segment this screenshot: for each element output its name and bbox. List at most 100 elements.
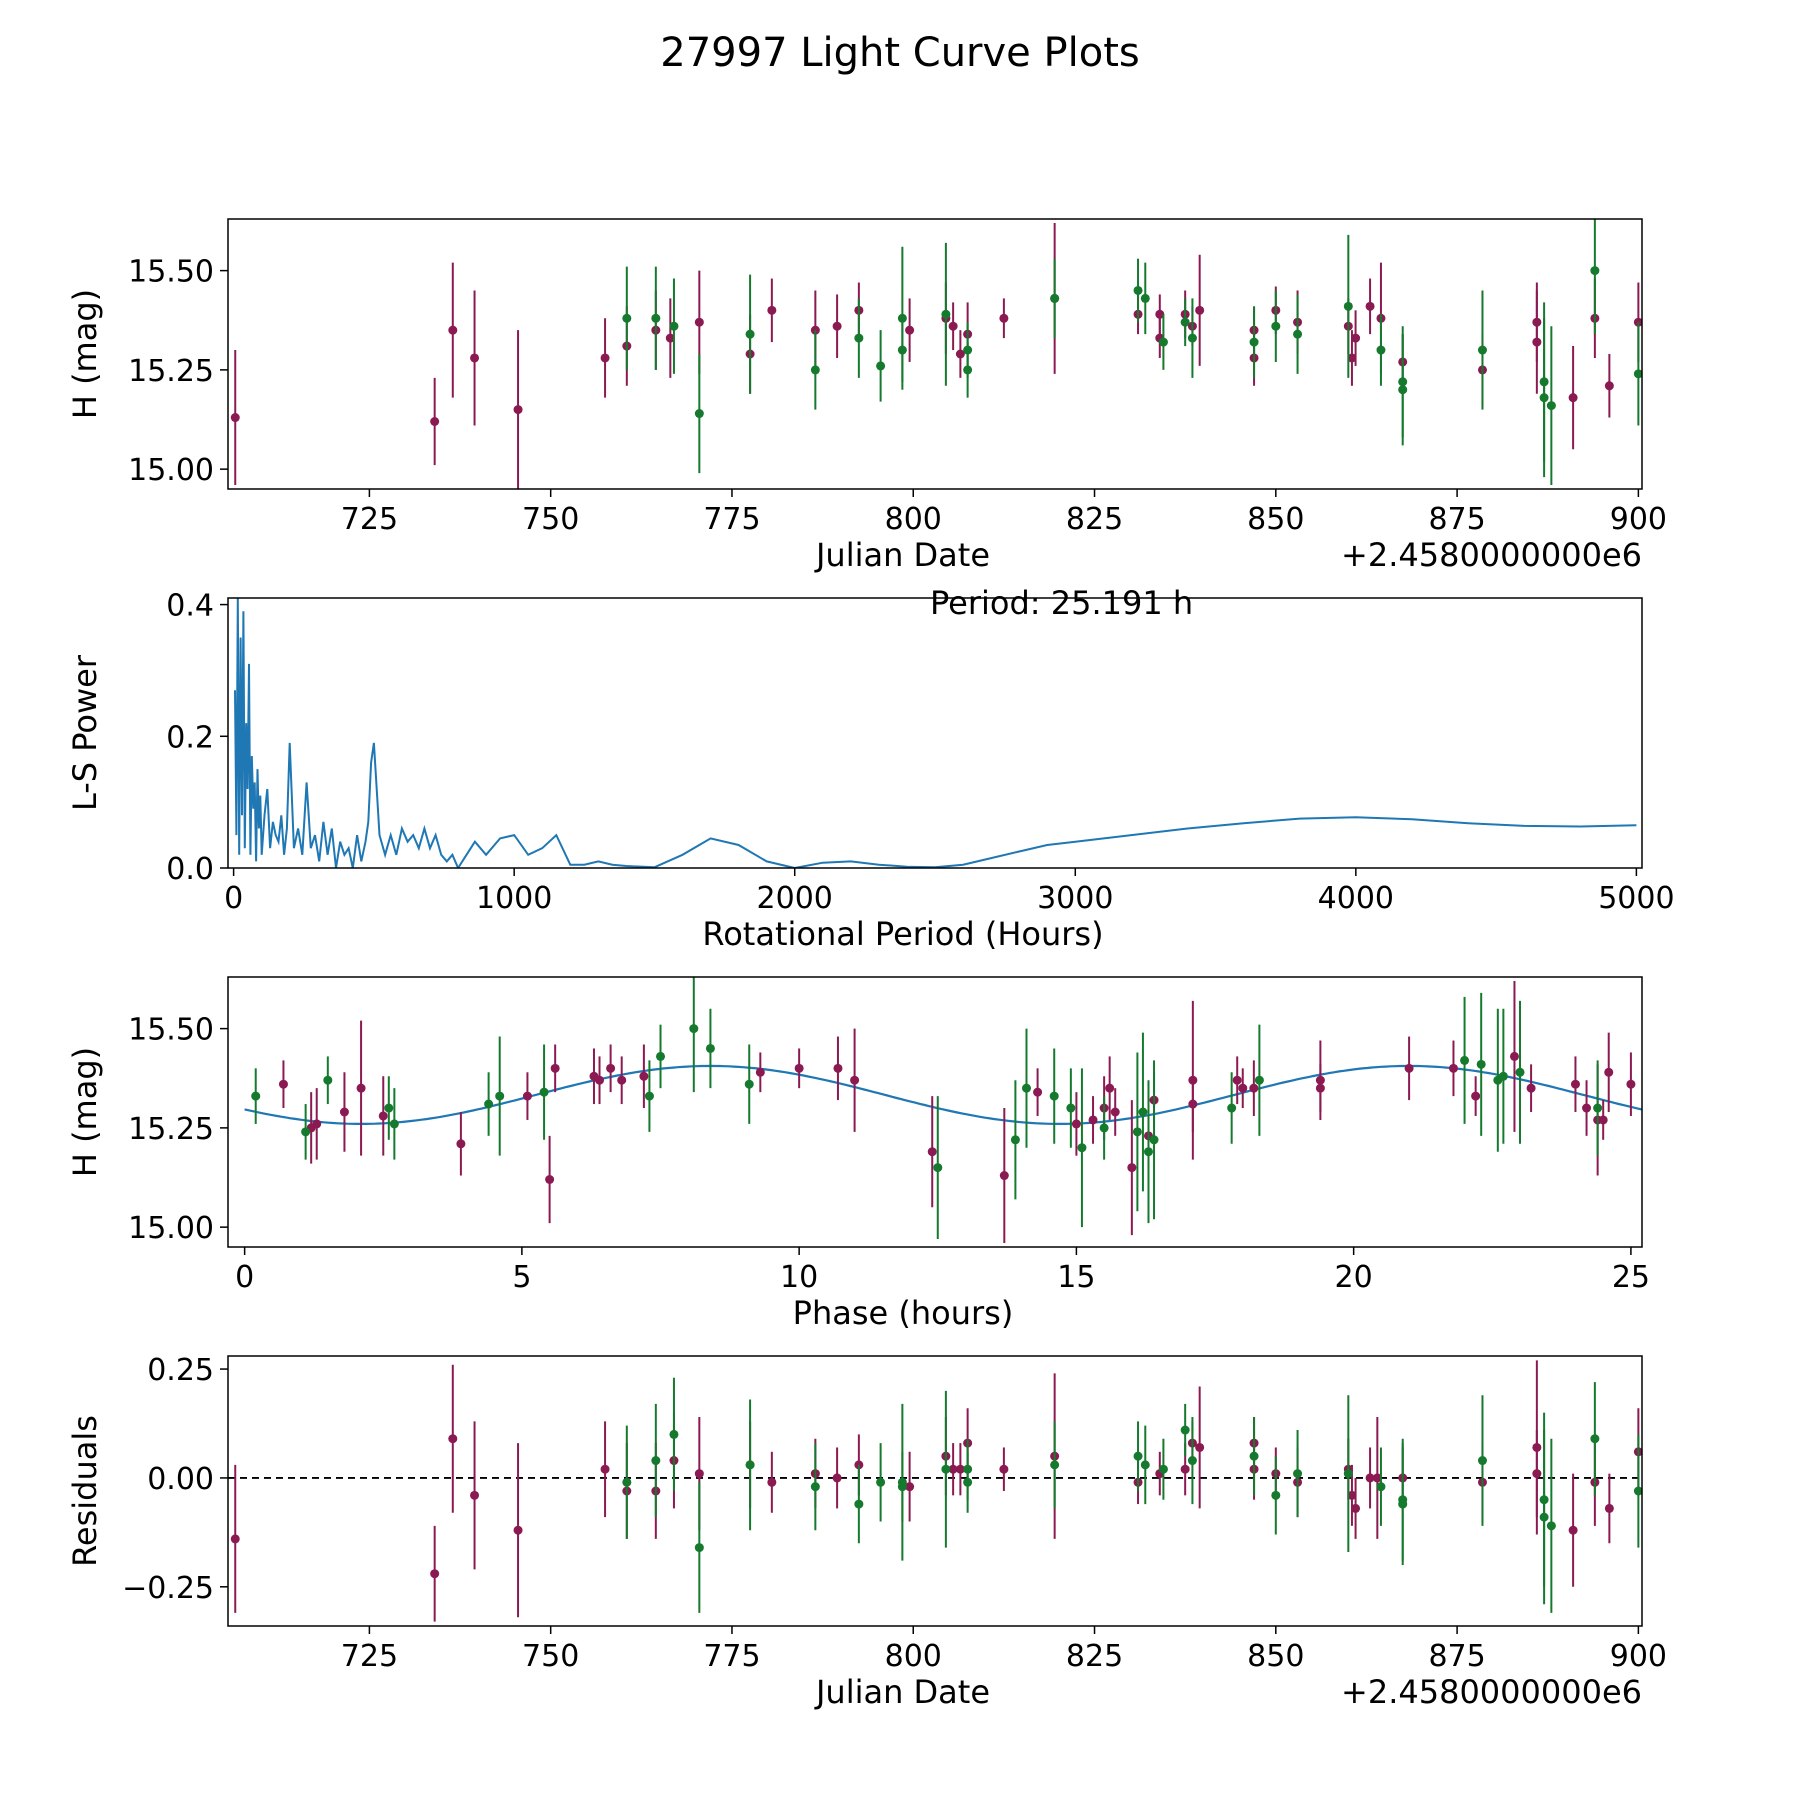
band_a-point (1351, 333, 1361, 343)
band_a-point (794, 1063, 804, 1073)
band_b-point (705, 1043, 715, 1053)
band_a-point (1448, 1063, 1458, 1073)
band_b-point (622, 313, 632, 323)
band_b-point (689, 1024, 699, 1034)
band_b-point (484, 1099, 494, 1109)
band_b-point (854, 333, 864, 343)
residuals-data (228, 1360, 1642, 1622)
band_b-point (1050, 293, 1060, 303)
band_a-point (665, 333, 675, 343)
band_a-point (312, 1119, 322, 1129)
band_b-point (745, 1460, 755, 1470)
x-axis-label: Julian Date (814, 536, 990, 574)
subplot-residuals: 725 750 775 800 825 850 875 900 −0.25 0.00 0.25 Jul… (66, 1353, 1667, 1711)
x-axis-label: Phase (hours) (793, 1294, 1014, 1332)
x-tick-label: 850 (1247, 502, 1304, 537)
band_a-point (767, 1477, 777, 1487)
x-tick-label: 725 (341, 502, 398, 537)
subplot-periodogram: 0 1000 2000 3000 4000 5000 0.0 0.2 0.4 Rotational… (66, 589, 1675, 953)
band_a-point (356, 1083, 366, 1093)
band_a-point (1570, 1079, 1580, 1089)
band_a-point (948, 321, 958, 331)
band_b-point (1133, 285, 1143, 295)
band_b-point (1099, 1123, 1109, 1133)
band_a-point (1568, 393, 1578, 403)
band_b-point (694, 409, 704, 419)
band_a-point (513, 1525, 523, 1535)
band_a-point (1180, 1464, 1190, 1474)
band_a-point (617, 1075, 627, 1085)
band_b-point (810, 365, 820, 375)
band_b-point (1143, 1147, 1153, 1157)
band_b-point (301, 1127, 311, 1137)
band_b-point (1633, 369, 1642, 379)
phased-frame (227, 976, 1643, 1248)
band_b-point (644, 1091, 654, 1101)
band_a-point (230, 1534, 240, 1544)
band_a-point (694, 317, 704, 327)
band_b-point (1138, 1107, 1148, 1117)
y-tick-label: 0.2 (166, 720, 214, 755)
band_a-point (1626, 1079, 1636, 1089)
band_b-point (323, 1075, 333, 1085)
band_a-point (339, 1107, 349, 1117)
band_b-point (1158, 1464, 1168, 1474)
band_b-point (744, 1079, 754, 1089)
x-tick-label: 4000 (1318, 881, 1394, 916)
band_a-point (999, 1464, 1009, 1474)
band_a-point (1347, 353, 1357, 363)
band_b-point (1140, 1460, 1150, 1470)
band_b-point (389, 1119, 399, 1129)
band_a-point (1351, 1503, 1361, 1513)
band_a-point (1110, 1107, 1120, 1117)
band_b-point (1249, 337, 1259, 347)
band_a-point (767, 305, 777, 315)
band_a-point (606, 1063, 616, 1073)
x-tick-label: 25 (1612, 1260, 1650, 1295)
band_a-point (1604, 381, 1614, 391)
band_b-point (1633, 1486, 1642, 1496)
band_a-point (545, 1175, 555, 1184)
residuals-frame (227, 1355, 1643, 1627)
band_a-point (1195, 305, 1205, 315)
band_b-point (897, 1477, 907, 1487)
band_b-point (1398, 377, 1408, 387)
band_b-point (1293, 329, 1303, 339)
band_a-point (1232, 1075, 1242, 1085)
band_a-point (1188, 1099, 1198, 1109)
band_b-point (1539, 1512, 1549, 1522)
band_a-point (230, 413, 240, 423)
band_a-point (550, 1063, 560, 1073)
band_a-point (1195, 1442, 1205, 1452)
band_a-point (905, 1482, 915, 1492)
x-tick-label: 0 (224, 881, 243, 916)
x-tick-label: 2000 (757, 881, 833, 916)
band_b-point (539, 1087, 549, 1097)
band_b-point (1049, 1091, 1059, 1101)
lightcurve-data (230, 219, 1642, 489)
subplots: 725 750 775 800 825 850 875 900 15.00 15.25 15.50 J… (66, 218, 1675, 1711)
band_a-point (1249, 1083, 1259, 1093)
band_b-point (1180, 1425, 1190, 1435)
band_b-point (669, 321, 679, 331)
band_b-point (1546, 401, 1556, 411)
x-tick-label: 850 (1247, 1639, 1304, 1674)
x-tick-label: 825 (1066, 1639, 1123, 1674)
band_a-point (955, 349, 965, 359)
band_a-point (1526, 1083, 1536, 1093)
band_a-point (1509, 1051, 1519, 1061)
band_b-point (1010, 1135, 1020, 1145)
y-axis-label: Residuals (66, 1415, 104, 1567)
band_a-point (1582, 1103, 1592, 1113)
period-annotation: Period: 25.191 h (930, 584, 1193, 622)
band_b-point (876, 1477, 886, 1487)
band_b-point (1149, 1135, 1159, 1145)
x-tick-label: 0 (235, 1260, 254, 1295)
band_a-point (1365, 1473, 1375, 1483)
x-axis-label: Rotational Period (Hours) (702, 915, 1103, 953)
band_b-point (651, 1456, 661, 1466)
band_a-point (639, 1071, 649, 1081)
band_b-point (1021, 1083, 1031, 1093)
band_b-point (1271, 321, 1281, 331)
band_b-point (941, 309, 951, 319)
